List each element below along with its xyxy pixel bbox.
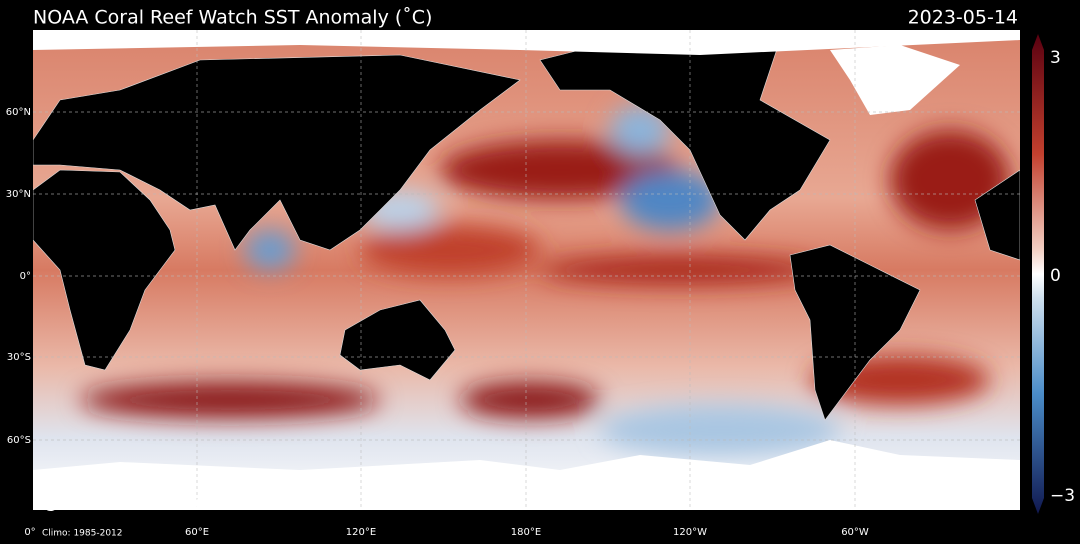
lon-label: 120°E xyxy=(346,527,376,538)
lat-label: 30°S xyxy=(7,352,31,363)
climo-note: Climo: 1985-2012 xyxy=(42,529,123,539)
lon-label: 60°W xyxy=(841,527,869,538)
lat-label: 60°N xyxy=(6,107,31,118)
axis-labels: 60°N 30°N 0° 30°S 60°S 0° 60°E 120°E 180°E 120°W 6… xyxy=(6,48,1075,538)
lat-label: 60°S xyxy=(7,435,31,446)
lon-label: 60°E xyxy=(185,527,209,538)
title: NOAA Coral Reef Watch SST Anomaly (˚C) xyxy=(33,7,432,29)
colorbar-label: −3 xyxy=(1050,486,1075,506)
lat-label: 0° xyxy=(20,271,31,282)
colorbar-label: 0 xyxy=(1050,266,1061,286)
ice xyxy=(33,30,1020,510)
lon-label: 180°E xyxy=(511,527,541,538)
colorbar xyxy=(1032,34,1044,514)
watermark: @BenNollWeather xyxy=(42,493,215,513)
lat-label: 30°N xyxy=(6,189,31,200)
date: 2023-05-14 xyxy=(908,7,1018,29)
map xyxy=(33,30,1020,510)
lon-label: 0° xyxy=(24,527,35,538)
lon-label: 120°W xyxy=(673,527,707,538)
colorbar-label: 3 xyxy=(1050,48,1061,68)
graticule xyxy=(33,30,1020,510)
